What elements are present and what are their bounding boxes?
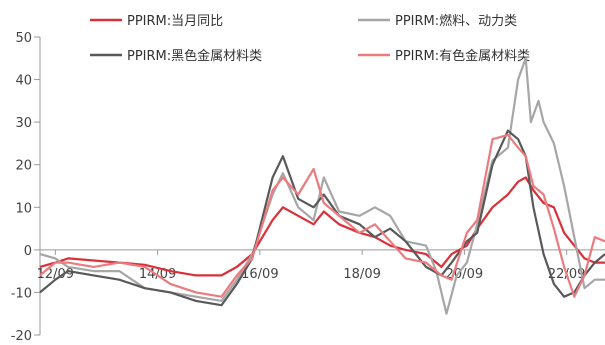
legend-item: PPIRM:当月同比 [90,14,223,29]
y-tick-label: 50 [15,31,32,46]
legend: PPIRM:当月同比 PPIRM:燃料、动力类 PPIRM:黑色金属材料类 PP… [90,13,530,64]
series-line [39,176,605,277]
x-tick-label: 16/09 [241,267,278,282]
series-line [39,133,605,298]
legend-item: PPIRM:有色金属材料类 [358,48,530,64]
y-tick-label: 10 [15,201,32,216]
series-lines [39,57,605,315]
legend-label: PPIRM:当月同比 [127,14,223,29]
x-tick-label: 18/09 [343,267,380,282]
legend-label: PPIRM:燃料、动力类 [395,13,517,29]
y-tick-label: 30 [15,116,32,131]
legend-item: PPIRM:燃料、动力类 [358,13,517,29]
legend-label: PPIRM:黑色金属材料类 [127,48,262,64]
y-tick-label: -10 [11,286,32,301]
legend-label: PPIRM:有色金属材料类 [395,48,530,64]
y-tick-label: 0 [24,244,32,259]
y-tick-label: 40 [15,74,32,89]
legend-item: PPIRM:黑色金属材料类 [90,48,262,64]
y-tick-label: -20 [11,329,32,344]
series-line [39,57,605,315]
y-tick-label: 20 [15,159,32,174]
series-line [39,129,605,307]
